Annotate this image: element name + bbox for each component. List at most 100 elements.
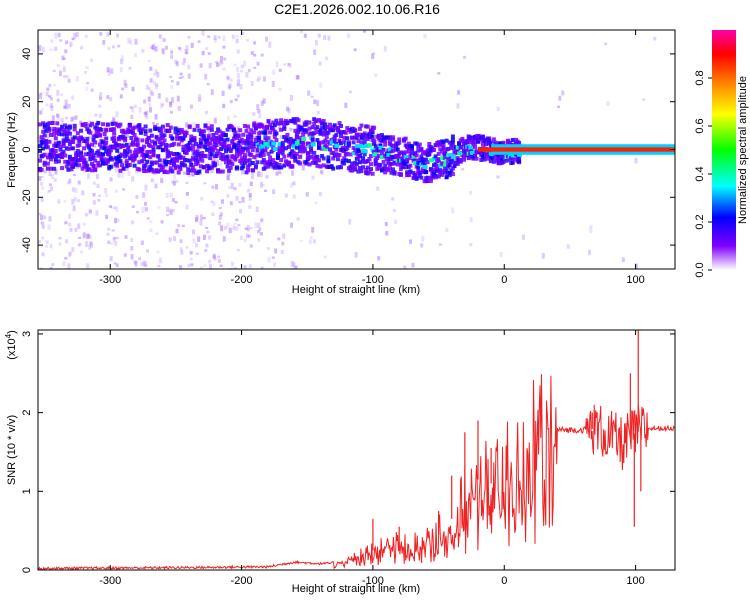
spectrogram-cell xyxy=(314,201,318,204)
spectrogram-cell xyxy=(222,138,227,143)
spectrogram-cell xyxy=(248,264,252,269)
spectrogram-cell xyxy=(46,133,50,139)
spectrogram-cell xyxy=(97,142,102,147)
spectrogram-cell xyxy=(156,250,160,254)
spectrogram-cell xyxy=(61,149,66,154)
spectrogram-cell xyxy=(124,83,128,88)
spectrogram-cell xyxy=(190,263,194,267)
spectrogram-cell xyxy=(260,232,263,236)
spectrogram-cell xyxy=(258,152,263,157)
spectrogram-cell xyxy=(245,72,249,78)
spectrogram-cell xyxy=(282,163,287,168)
spectrogram-cell xyxy=(164,162,169,167)
spectrogram-peak xyxy=(351,151,357,156)
spectrogram-cell xyxy=(326,155,331,160)
spectrogram-cell xyxy=(104,188,108,194)
spectrogram-cell xyxy=(301,142,306,147)
spectrogram-cell xyxy=(255,147,260,152)
spectrogram-cell xyxy=(38,144,42,149)
spectrogram-cell xyxy=(48,95,52,98)
spectrogram-cell xyxy=(346,142,351,146)
spectrogram-cell xyxy=(422,167,427,172)
spectrogram-peak xyxy=(517,152,523,157)
spectrogram-cell xyxy=(149,220,153,224)
spectrogram-cell xyxy=(124,142,129,147)
spectrogram-cell xyxy=(99,92,103,98)
spectrogram-peak xyxy=(364,143,370,148)
spectrogram-cell xyxy=(460,136,465,141)
spectrogram-cell xyxy=(189,134,194,139)
spectrogram-cell xyxy=(587,249,591,256)
spectrogram-cell xyxy=(266,164,271,169)
spectrogram-cell xyxy=(406,141,411,146)
spectrogram-cell xyxy=(130,115,134,119)
spectrogram-cell xyxy=(61,141,66,146)
spectrogram-cell xyxy=(154,183,158,189)
spectrogram-cell xyxy=(138,107,142,113)
spectrogram-cell xyxy=(369,162,373,167)
spectrogram-cell xyxy=(246,38,250,42)
spectrogram-cell xyxy=(101,122,105,127)
spectrogram-cell xyxy=(471,156,476,161)
spectrogram-cell xyxy=(423,34,427,39)
spectrogram-cell xyxy=(197,151,202,156)
snr-y-axis-label: SNR (10 * v/v) xyxy=(6,415,18,485)
spectrogram-cell xyxy=(367,157,372,161)
spectrogram-cell xyxy=(238,145,243,150)
spectrogram-cell xyxy=(248,195,252,201)
spectrogram-cell xyxy=(75,131,80,136)
spectrogram-cell xyxy=(41,46,45,53)
spectrogram-cell xyxy=(89,210,92,213)
spectrogram-cell xyxy=(277,162,282,167)
spectrogram-cell xyxy=(91,137,96,142)
spectrogram-cell xyxy=(207,52,211,55)
spectrogram-cell xyxy=(225,154,230,159)
spectrogram-cell xyxy=(428,166,433,171)
spectrogram-cell xyxy=(248,155,252,159)
spectrogram-cell xyxy=(244,146,249,151)
spectrogram-cell xyxy=(102,132,107,136)
spectrogram-cell xyxy=(288,151,293,156)
spectrogram-cell xyxy=(369,153,373,158)
spectrogram-cell xyxy=(148,157,152,162)
spectrogram-cell xyxy=(220,153,225,157)
spectrogram-cell xyxy=(487,136,492,141)
spectrogram-cell xyxy=(205,243,209,248)
spectrogram-cell xyxy=(290,222,294,228)
spectrogram-cell xyxy=(145,110,149,115)
spectrogram-cell xyxy=(361,156,366,161)
spectrogram-cell xyxy=(230,162,235,167)
spectrogram-cell xyxy=(64,267,68,269)
spectrogram-cell xyxy=(62,66,66,73)
spectrogram-cell xyxy=(557,105,561,108)
spectrogram-cell xyxy=(178,167,183,171)
spectrogram-cell xyxy=(147,87,151,91)
spectrogram-cell xyxy=(204,110,208,115)
spectrogram-cell xyxy=(156,122,159,126)
spectrogram-cell xyxy=(447,163,452,168)
spectrogram-cell xyxy=(63,105,67,109)
spectrogram-cell xyxy=(130,238,134,242)
spectrogram-cell xyxy=(96,120,101,125)
spectrogram-cell xyxy=(175,133,180,138)
spectrogram-cell xyxy=(257,135,262,140)
spectrogram-cell xyxy=(248,193,252,198)
spectrogram-cell xyxy=(117,173,121,178)
spectrogram-cell xyxy=(488,159,493,164)
x-tick-label: -100 xyxy=(362,274,384,286)
spectrogram-cell xyxy=(345,151,350,156)
spectrogram-cell xyxy=(337,138,342,143)
spectrogram-cell xyxy=(262,98,266,104)
spectrogram-cell xyxy=(282,124,287,129)
spectrogram-cell xyxy=(49,267,53,269)
spectrogram-cell xyxy=(249,152,254,157)
spectrogram-cell xyxy=(151,150,156,154)
spectrogram-cell xyxy=(226,141,230,145)
spectrogram-cell xyxy=(250,141,255,146)
spectrogram-cell xyxy=(181,136,186,141)
spectrogram-cell xyxy=(146,217,150,220)
spectrogram-cell xyxy=(211,212,215,216)
spectrogram-cell xyxy=(309,236,313,240)
spectrogram-cell xyxy=(162,169,167,174)
spectrogram-cell xyxy=(310,137,315,142)
